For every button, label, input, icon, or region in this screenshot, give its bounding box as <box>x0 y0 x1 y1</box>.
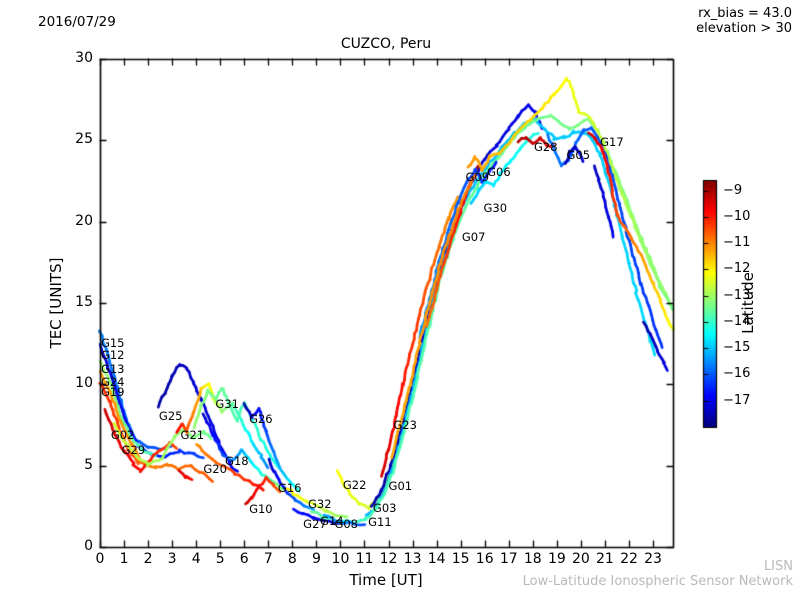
y-tick-label: 20 <box>75 212 93 229</box>
x-tick-label: 17 <box>499 551 518 567</box>
x-tick-label: 1 <box>119 551 129 567</box>
y-tick-label: 10 <box>75 375 93 392</box>
x-tick-label: 0 <box>95 551 105 567</box>
colorbar-tick-label: −10 <box>723 208 751 224</box>
x-tick-label: 18 <box>523 551 542 567</box>
x-tick-label: 5 <box>215 551 225 567</box>
series-label-G28: G28 <box>534 140 558 155</box>
colorbar-tick-label: −15 <box>723 340 751 356</box>
x-tick-label: 21 <box>596 551 614 567</box>
colorbar-tick-label: −11 <box>723 235 751 251</box>
y-tick-label: 5 <box>84 456 93 473</box>
elevation-annotation: elevation > 30 <box>696 21 792 36</box>
x-tick-label: 23 <box>644 551 662 567</box>
colorbar-tick-label: −9 <box>723 182 743 198</box>
series-label-G09: G09 <box>465 170 490 185</box>
lisn-watermark-subtitle: Low-Latitude Ionospheric Sensor Network <box>522 574 793 589</box>
x-tick-label: 16 <box>475 551 494 567</box>
series-label-G14: G14 <box>320 514 344 529</box>
x-tick-label: 9 <box>311 551 321 567</box>
series-label-G25: G25 <box>158 408 183 423</box>
series-label-G22: G22 <box>342 477 367 492</box>
x-tick-label: 20 <box>571 551 590 567</box>
x-tick-label: 14 <box>427 551 446 567</box>
x-tick-label: 19 <box>547 551 566 567</box>
series-label-G17: G17 <box>600 135 624 150</box>
series-label-G12: G12 <box>100 347 125 362</box>
series-label-G15: G15 <box>100 335 125 350</box>
series-label-G01: G01 <box>388 478 413 493</box>
y-tick-label: 15 <box>75 294 93 310</box>
x-tick-label: 10 <box>331 551 350 567</box>
colorbar-tick-label: −13 <box>723 287 751 303</box>
lisn-watermark: LISN <box>763 559 793 574</box>
series-label-G16: G16 <box>277 481 302 496</box>
series-label-G27: G27 <box>303 516 327 531</box>
colorbar-tick-label: −17 <box>723 392 751 408</box>
series-label-G02: G02 <box>110 428 135 443</box>
series-label-G32: G32 <box>307 497 332 512</box>
colorbar-tick-label: −16 <box>723 366 751 382</box>
date-label: 2016/07/29 <box>38 14 116 30</box>
series-label-G10: G10 <box>249 502 273 517</box>
series-label-G07: G07 <box>461 229 486 244</box>
x-tick-label: 11 <box>355 551 374 567</box>
series-label-G23: G23 <box>393 417 417 432</box>
y-axis-label: TEC [UNITS] <box>47 257 65 349</box>
x-tick-label: 4 <box>191 551 201 567</box>
x-tick-label: 15 <box>451 551 470 567</box>
chart-title: CUZCO, Peru <box>340 36 432 52</box>
series-label-G26: G26 <box>249 411 273 426</box>
series-label-G21: G21 <box>180 428 205 443</box>
series-label-G06: G06 <box>487 164 511 179</box>
colorbar-tick-label: −12 <box>723 261 751 277</box>
y-tick-label: 25 <box>75 131 93 148</box>
series-label-G20: G20 <box>203 461 227 476</box>
series-label-G24: G24 <box>100 374 125 389</box>
series-label-G08: G08 <box>334 516 358 531</box>
y-tick-label: 0 <box>84 538 93 554</box>
x-axis-label: Time [UT] <box>349 571 423 589</box>
rx-bias-annotation: rx_bias = 43.0 <box>698 6 792 21</box>
series-label-G13: G13 <box>100 362 125 377</box>
series-label-G31: G31 <box>215 397 239 412</box>
x-tick-label: 22 <box>620 551 638 567</box>
y-tick-label: 30 <box>75 50 93 66</box>
x-tick-label: 3 <box>167 551 177 567</box>
series-label-G05: G05 <box>566 148 591 163</box>
x-tick-label: 2 <box>143 551 153 567</box>
colorbar-tick-label: −14 <box>723 313 751 329</box>
x-tick-label: 12 <box>379 551 398 567</box>
x-tick-label: 8 <box>287 551 297 567</box>
series-label-G11: G11 <box>368 515 392 530</box>
series-label-G03: G03 <box>372 500 397 515</box>
series-label-G19: G19 <box>100 385 125 400</box>
x-tick-label: 13 <box>403 551 422 567</box>
x-tick-label: 7 <box>263 551 273 567</box>
series-label-G29: G29 <box>121 442 146 457</box>
series-label-G30: G30 <box>483 200 508 215</box>
x-tick-label: 6 <box>239 551 249 567</box>
series-label-G18: G18 <box>225 454 249 469</box>
